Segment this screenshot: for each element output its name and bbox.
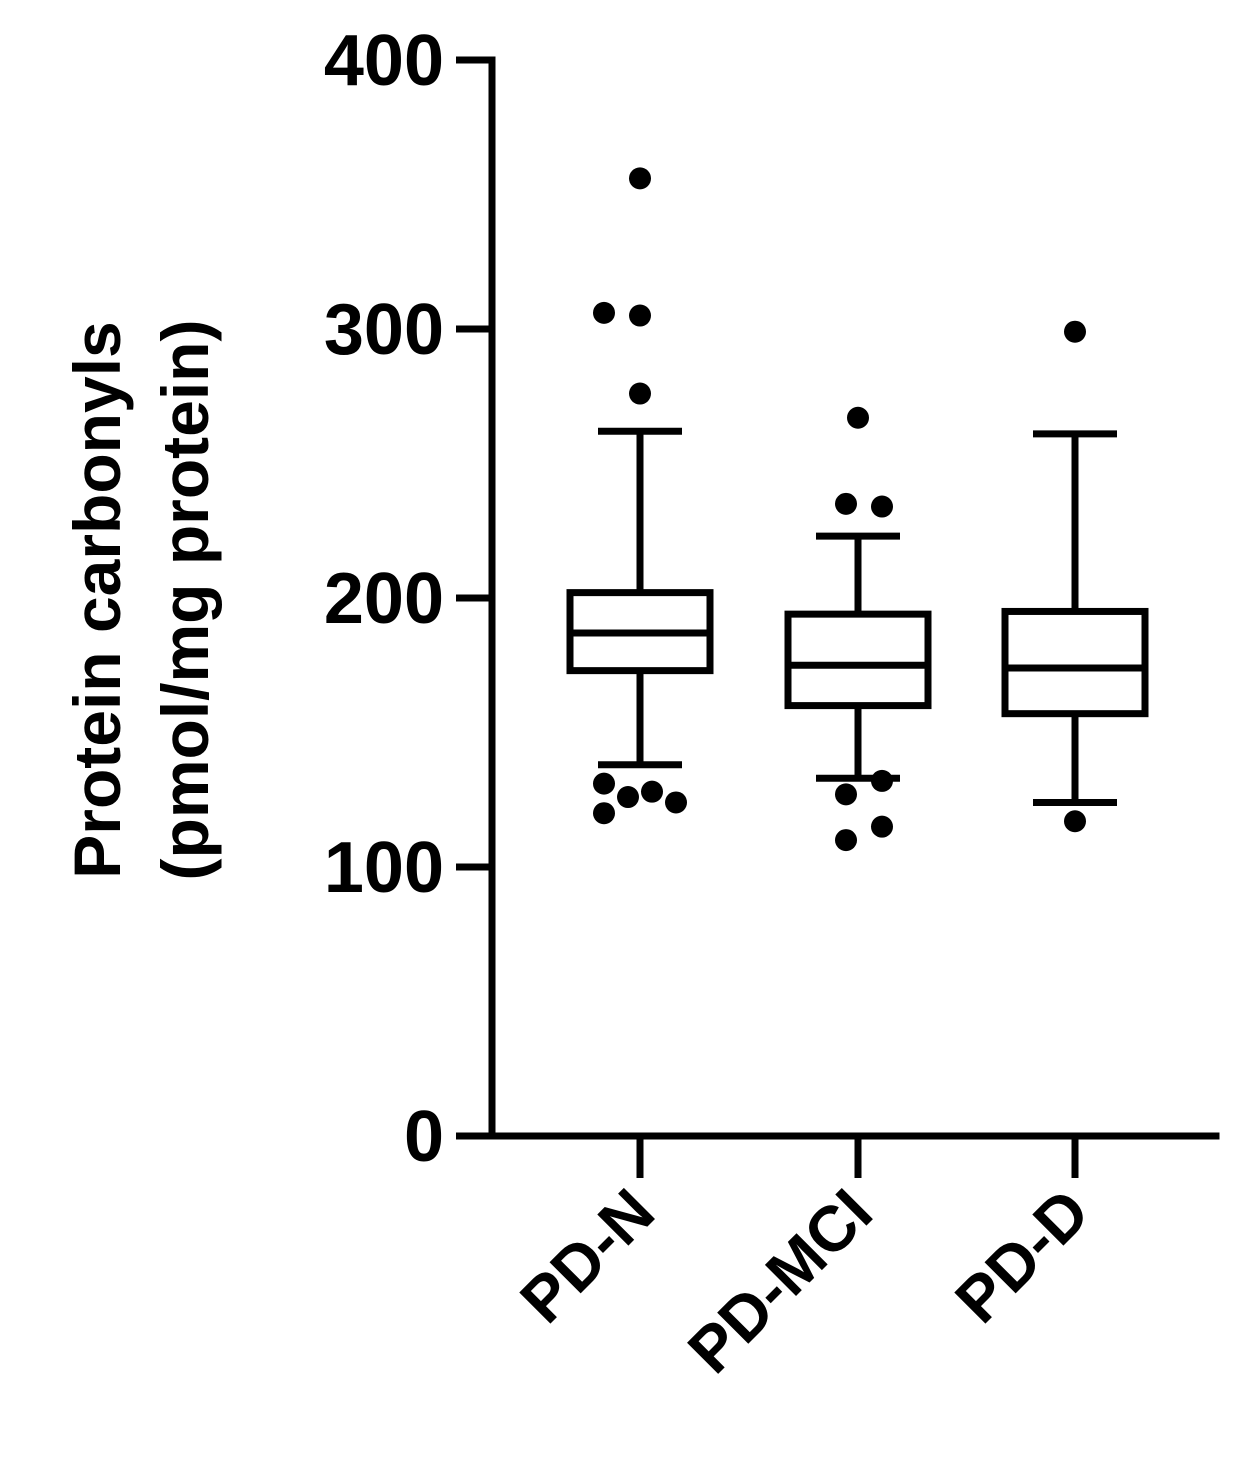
outlier-point xyxy=(835,829,857,852)
box-group xyxy=(566,167,714,1178)
outlier-point xyxy=(593,772,615,795)
outlier-point xyxy=(593,301,615,324)
outlier-point xyxy=(871,815,893,838)
outlier-point xyxy=(847,406,869,429)
outlier-point xyxy=(835,492,857,515)
y-ticks: 0 100 200 300 400 xyxy=(324,21,492,1177)
outlier-point xyxy=(1064,320,1086,343)
box-group xyxy=(1001,320,1149,1178)
outlier-point xyxy=(871,495,893,518)
x-tick-label: PD-D xyxy=(941,1175,1103,1337)
y-tick-label: 0 xyxy=(404,1097,444,1177)
outlier-point xyxy=(665,791,687,814)
outlier-point xyxy=(1064,810,1086,833)
y-axis-title-line-2: (pmol/mg protein) xyxy=(148,320,222,881)
boxes xyxy=(566,167,1149,1178)
y-tick-label: 100 xyxy=(324,828,444,908)
outlier-point xyxy=(617,786,639,809)
outlier-point xyxy=(593,802,615,825)
box-group xyxy=(784,406,932,1178)
x-tick-label: PD-MCI xyxy=(674,1175,886,1387)
iqr-box xyxy=(784,610,932,710)
y-axis-title-line-1: Protein carbonyls xyxy=(60,321,134,879)
iqr-box xyxy=(1001,607,1149,718)
y-tick-label: 300 xyxy=(324,290,444,370)
x-tick-labels: PD-N PD-MCI PD-D xyxy=(506,1175,1103,1387)
y-tick-label: 400 xyxy=(324,21,444,101)
outlier-point xyxy=(871,769,893,792)
outlier-point xyxy=(629,382,651,405)
outlier-point xyxy=(641,780,663,803)
outlier-point xyxy=(629,167,651,190)
outlier-point xyxy=(835,783,857,806)
y-tick-label: 200 xyxy=(324,559,444,639)
y-axis-title: Protein carbonyls (pmol/mg protein) xyxy=(60,320,222,881)
outlier-point xyxy=(629,304,651,327)
x-tick-label: PD-N xyxy=(506,1175,668,1337)
